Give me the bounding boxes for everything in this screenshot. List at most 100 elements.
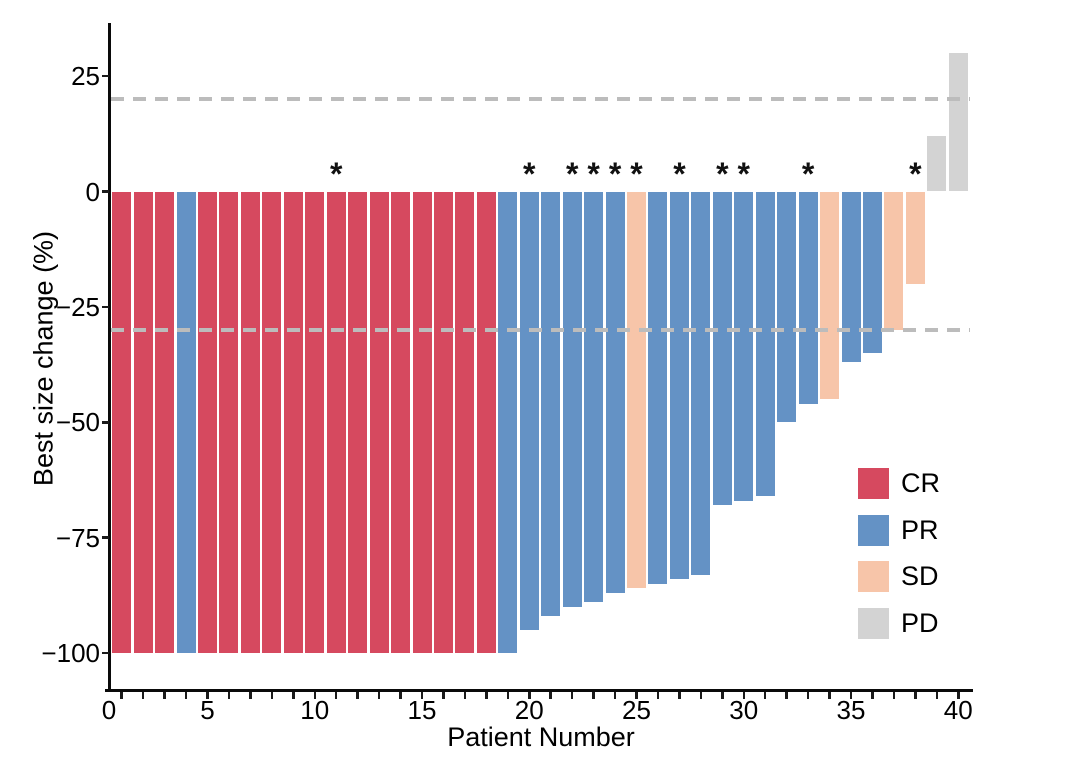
bar-patient-29 — [712, 191, 732, 506]
x-tick-patient-5 — [206, 692, 209, 699]
x-tick-patient-27 — [678, 692, 681, 699]
x-tick-patient-14 — [399, 692, 402, 699]
x-tick-patient-37 — [892, 692, 896, 699]
x-tick-patient-25 — [635, 692, 638, 699]
y-tick-label-0: 0 — [85, 176, 100, 207]
x-tick-patient-23 — [592, 692, 595, 699]
bar-patient-9 — [283, 191, 303, 653]
bar-patient-5 — [198, 191, 218, 653]
bar-patient-4 — [176, 191, 196, 653]
bar-patient-12 — [348, 191, 368, 653]
bar-patient-30 — [734, 191, 754, 501]
bar-patient-22 — [562, 191, 582, 607]
reference-line--30 — [111, 327, 970, 332]
significance-asterisk-patient-30: * — [737, 156, 750, 192]
legend-label-pr: PR — [901, 514, 939, 545]
bar-patient-20 — [519, 191, 539, 630]
bar-patient-7 — [240, 191, 260, 653]
x-tick-label-0: 0 — [101, 695, 117, 725]
legend-entry-cr: CR — [858, 468, 940, 499]
y-tick-−75 — [102, 536, 109, 539]
pd-color-swatch — [858, 607, 889, 639]
x-tick-label-20: 20 — [514, 695, 544, 725]
y-axis-title: Best size change (%) — [28, 230, 59, 487]
y-tick-label-−25: −25 — [55, 291, 100, 322]
x-tick-patient-8 — [270, 692, 274, 699]
bar-patient-35 — [841, 191, 861, 363]
bar-patient-1 — [112, 191, 132, 653]
x-tick-patient-36 — [871, 692, 874, 699]
x-tick-patient-39 — [935, 692, 939, 699]
x-tick-patient-1 — [120, 692, 123, 699]
bar-patient-31 — [755, 191, 775, 497]
y-tick-label-−50: −50 — [55, 407, 100, 438]
bar-patient-33 — [798, 191, 818, 404]
bar-patient-23 — [584, 191, 604, 603]
x-tick-patient-10 — [313, 692, 317, 699]
y-tick-−25 — [102, 305, 109, 309]
x-tick-patient-34 — [828, 692, 831, 699]
x-tick-patient-12 — [356, 692, 359, 699]
x-tick-patient-9 — [292, 692, 295, 699]
bar-patient-2 — [133, 191, 153, 653]
y-tick-−100 — [102, 651, 109, 655]
x-tick-label-5: 5 — [200, 695, 215, 725]
y-tick-label-−75: −75 — [55, 522, 100, 553]
x-tick-patient-11 — [334, 692, 338, 699]
legend-entry-sd: SD — [858, 561, 940, 592]
x-tick-patient-35 — [849, 692, 853, 699]
significance-asterisk-patient-25: * — [630, 156, 643, 192]
bar-patient-25 — [627, 191, 647, 589]
x-tick-patient-21 — [549, 692, 552, 699]
y-tick-25 — [102, 74, 109, 78]
bar-patient-24 — [605, 191, 625, 593]
sd-color-swatch — [858, 561, 889, 592]
y-tick-label-−100: −100 — [41, 638, 100, 668]
bar-patient-40 — [948, 53, 968, 192]
bar-patient-16 — [433, 191, 453, 653]
x-tick-label-25: 25 — [622, 695, 651, 725]
x-tick-patient-16 — [442, 692, 445, 699]
x-tick-patient-18 — [485, 692, 488, 699]
legend-label-cr: CR — [901, 468, 940, 498]
x-tick-label-35: 35 — [836, 695, 866, 725]
legend-entry-pd: PD — [858, 607, 940, 639]
y-tick-label-25: 25 — [71, 61, 100, 92]
x-tick-label-15: 15 — [407, 695, 437, 725]
x-tick-patient-40 — [957, 692, 960, 699]
bar-patient-10 — [305, 191, 325, 653]
y-tick-−50 — [102, 421, 109, 424]
legend-label-pd: PD — [901, 607, 939, 638]
bar-patient-11 — [326, 191, 346, 653]
x-tick-patient-2 — [141, 692, 145, 699]
x-tick-patient-20 — [528, 692, 531, 699]
bar-patient-28 — [691, 191, 711, 575]
x-tick-patient-17 — [463, 692, 467, 699]
x-tick-patient-19 — [506, 692, 510, 699]
legend-label-sd: SD — [901, 561, 939, 591]
bar-patient-17 — [455, 191, 475, 653]
legend: CR PR SD PD — [858, 468, 940, 654]
x-tick-patient-28 — [699, 692, 703, 699]
bar-patient-19 — [498, 191, 518, 653]
bar-patient-32 — [777, 191, 797, 423]
bar-patient-15 — [412, 191, 432, 653]
significance-asterisk-patient-27: * — [673, 156, 686, 192]
significance-asterisk-patient-29: * — [716, 156, 729, 192]
x-tick-patient-3 — [163, 692, 166, 699]
x-tick-label-30: 30 — [729, 695, 759, 725]
reference-line-20 — [111, 97, 970, 102]
x-tick-patient-30 — [742, 692, 746, 699]
x-tick-patient-15 — [420, 692, 424, 699]
x-tick-patient-31 — [763, 692, 767, 699]
cr-color-swatch — [858, 468, 889, 499]
x-tick-label-10: 10 — [300, 695, 330, 725]
significance-asterisk-patient-20: * — [523, 156, 536, 192]
significance-asterisk-patient-24: * — [608, 156, 622, 192]
bar-patient-38 — [905, 191, 925, 284]
x-tick-patient-22 — [570, 692, 574, 699]
bar-patient-3 — [155, 191, 175, 653]
significance-asterisk-patient-22: * — [565, 156, 579, 192]
bar-patient-27 — [669, 191, 689, 580]
bar-patient-14 — [391, 191, 411, 653]
